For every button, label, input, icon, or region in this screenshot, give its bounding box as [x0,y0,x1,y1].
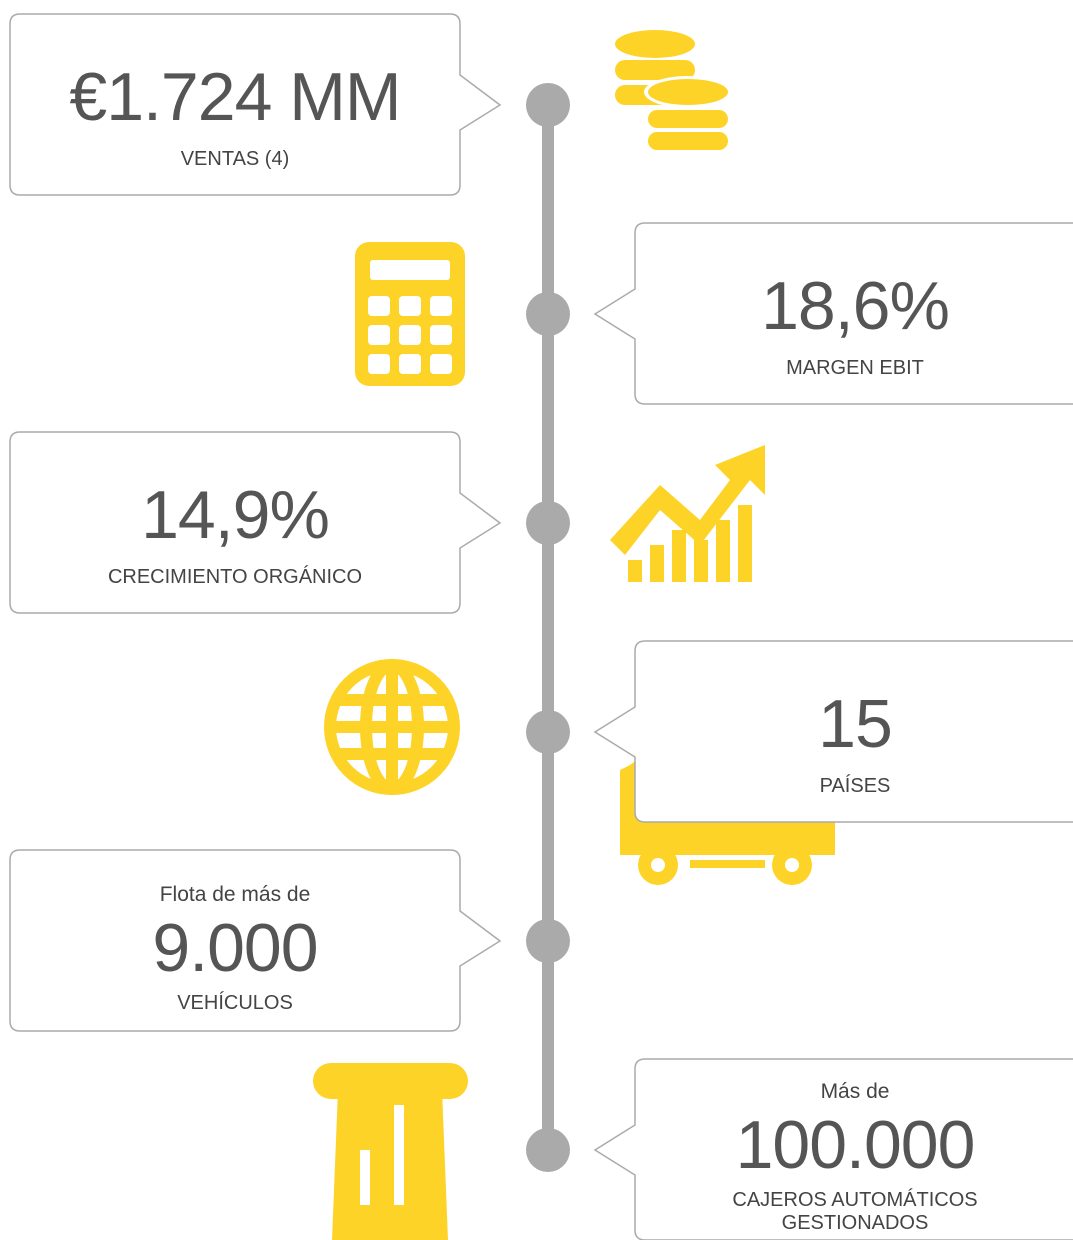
pre-text: Más de [821,1080,890,1103]
label-text: CAJEROS AUTOMÁTICOS [732,1188,977,1211]
label-text: CRECIMIENTO ORGÁNICO [108,565,362,588]
timeline-dot [526,501,570,545]
value-text: 100.000 [736,1107,975,1183]
globe-icon [324,659,460,795]
timeline-dot [526,292,570,336]
callout-box [9,849,502,1032]
timeline-dot [526,1128,570,1172]
coins-icon [615,30,732,150]
callout-box [9,13,502,196]
callout-box [593,640,1073,823]
calculator-icon [355,242,465,386]
callout-box [9,431,502,614]
value-text: 9.000 [152,910,317,986]
label-text: VENTAS (4) [181,148,290,170]
icons [313,30,835,1240]
callout-box [593,222,1073,405]
pre-text: Flota de más de [160,883,311,906]
label-text: VEHÍCULOS [177,991,293,1014]
value-text: 15 [818,686,892,762]
label-text: MARGEN EBIT [786,357,924,379]
atm-icon [313,1063,468,1240]
growth-icon [610,445,765,582]
timeline-dot [526,83,570,127]
value-text: 14,9% [141,477,329,553]
value-text: 18,6% [761,268,949,344]
label-text: GESTIONADOS [782,1212,929,1234]
value-text: €1.724 MM [69,59,400,135]
label-text: PAÍSES [820,774,891,797]
timeline-dot [526,710,570,754]
timeline-dot [526,919,570,963]
